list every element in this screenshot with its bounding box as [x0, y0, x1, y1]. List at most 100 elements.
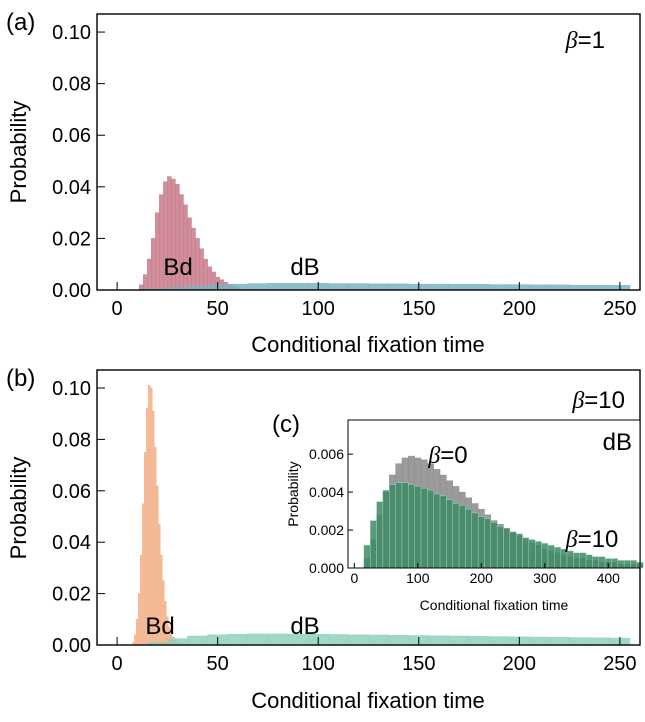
bar-c-1-3 [382, 490, 390, 569]
bar-c-1-41 [623, 560, 631, 569]
xtick-label-a-4: 200 [503, 298, 536, 320]
bar-b-0-3 [138, 593, 141, 646]
bar-b-1-6 [267, 633, 289, 646]
xtick-label-c-1: 100 [406, 570, 430, 586]
bar-c-1-34 [579, 552, 587, 569]
xaxis-label-b: Conditional fixation time [251, 688, 485, 713]
ytick-label-a-3: 0.06 [52, 125, 91, 147]
series-b-1 [147, 633, 631, 646]
xtick-label-a-0: 0 [112, 298, 123, 320]
xtick-label-c-2: 200 [470, 570, 494, 586]
bar-a-1-19 [529, 284, 550, 291]
xaxis-label-c: Conditional fixation time [420, 597, 569, 613]
bar-c-1-17 [471, 512, 479, 569]
series-c-1 [363, 482, 644, 569]
annotation-a-0: β=1 [565, 27, 605, 54]
xtick-label-b-5: 250 [603, 653, 636, 675]
bar-a-0-3 [151, 238, 156, 291]
bar-a-1-17 [488, 284, 510, 291]
bar-c-1-20 [490, 522, 498, 569]
bar-c-1-0 [363, 545, 371, 569]
bar-a-1-21 [569, 284, 590, 291]
bar-b-1-17 [488, 636, 510, 646]
bar-a-1-11 [368, 283, 389, 291]
bar-b-1-15 [448, 635, 470, 646]
bar-c-1-24 [516, 533, 523, 569]
bar-b-1-12 [388, 635, 409, 646]
annotation-c-2: β=10 [565, 526, 619, 553]
bar-c-1-29 [547, 545, 555, 569]
bar-c-1-35 [585, 554, 593, 569]
annotation-c-0: dB [603, 429, 632, 456]
ytick-label-a-5: 0.10 [52, 22, 91, 44]
bar-b-0-4 [140, 554, 143, 646]
xtick-label-a-2: 100 [302, 298, 335, 320]
panel-a-chart: 0 50 100 150 200 250 0.00 0.02 0.04 0.06 0.08 0.10 C… [6, 9, 641, 357]
bar-c-1-6 [401, 482, 409, 569]
bar-b-0-1 [134, 634, 137, 646]
panel-c-chart: 0 100 200 300 400 0.000 0.002 0.004 0.006 Conditi… [272, 411, 644, 613]
bar-b-1-21 [569, 637, 590, 646]
panel-label-c: (c) [272, 411, 300, 438]
bar-a-1-12 [388, 283, 409, 291]
yaxis-label-c: Probability [285, 461, 301, 526]
bar-c-1-25 [522, 537, 530, 569]
yaxis-label-a: Probability [6, 101, 31, 204]
bar-b-1-16 [468, 636, 490, 646]
bar-a-1-6 [267, 283, 289, 291]
bar-b-0-9 [150, 387, 153, 646]
xaxis-label-a: Conditional fixation time [251, 332, 485, 357]
ytick-label-b-1: 0.02 [52, 584, 91, 606]
bar-c-1-42 [630, 560, 638, 569]
bar-b-0-2 [136, 619, 139, 646]
panel-b-chart: 0 50 100 150 200 250 0.00 0.02 0.04 0.06 0.08 0.10 C… [6, 365, 641, 713]
annotation-b-0: β=10 [571, 387, 625, 414]
bar-b-1-20 [549, 637, 570, 646]
ytick-label-c-3: 0.006 [309, 446, 344, 462]
ytick-label-b-2: 0.04 [52, 532, 91, 554]
bar-b-0-8 [148, 385, 151, 646]
bar-c-1-4 [389, 484, 396, 569]
xtick-label-a-3: 150 [402, 298, 435, 320]
bar-a-1-10 [348, 283, 369, 291]
bar-a-0-15 [199, 248, 204, 291]
series-a-0 [139, 176, 240, 291]
ytick-label-b-5: 0.10 [52, 378, 91, 400]
annotation-b-2: dB [290, 613, 319, 640]
xtick-label-c-3: 300 [533, 570, 557, 586]
bar-a-0-1 [143, 274, 148, 291]
ytick-label-c-0: 0.000 [309, 560, 344, 576]
bar-c-1-26 [528, 539, 536, 569]
bar-c-1-10 [427, 490, 434, 569]
bar-c-1-23 [509, 531, 517, 569]
bar-a-1-14 [428, 283, 450, 291]
bar-c-1-16 [465, 508, 472, 569]
bar-a-1-16 [468, 284, 490, 291]
bar-c-1-19 [484, 518, 492, 569]
bar-b-1-14 [428, 635, 450, 646]
bar-b-1-4 [227, 634, 249, 646]
xtick-label-c-4: 400 [597, 570, 621, 586]
xtick-label-b-2: 100 [302, 653, 335, 675]
bar-c-1-13 [446, 499, 453, 569]
bar-a-0-4 [155, 212, 160, 291]
ytick-label-b-0: 0.00 [52, 635, 91, 657]
plot-frame-c [347, 419, 641, 569]
bar-c-1-27 [535, 541, 542, 569]
bar-b-0-5 [142, 503, 145, 646]
panel-label-a: (a) [6, 9, 35, 36]
bar-a-1-20 [549, 284, 570, 291]
bar-c-1-8 [414, 486, 422, 569]
bar-a-1-5 [247, 283, 269, 291]
bar-c-1-21 [496, 526, 504, 569]
annotation-b-1: Bd [145, 613, 174, 640]
bar-c-1-1 [370, 520, 377, 569]
bar-a-0-2 [147, 258, 152, 291]
panel-label-b: (b) [6, 365, 35, 392]
annotation-a-2: dB [290, 254, 319, 281]
bar-b-1-22 [589, 637, 611, 646]
bar-a-0-0 [139, 284, 144, 291]
bar-a-1-7 [287, 283, 309, 291]
xtick-label-a-5: 250 [603, 298, 636, 320]
